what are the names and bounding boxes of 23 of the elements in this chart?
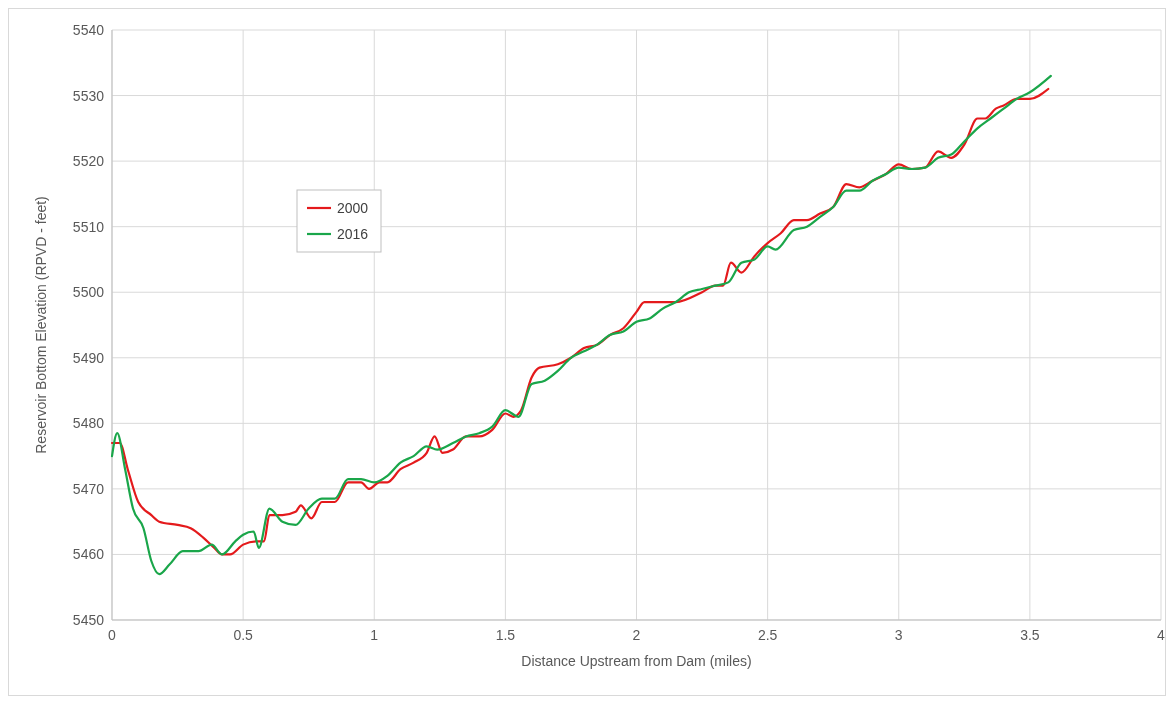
x-tick-label: 2 <box>632 627 641 643</box>
y-tick-label: 5510 <box>72 218 105 235</box>
x-tick-label: 3 <box>894 627 903 643</box>
legend-label: 2016 <box>337 226 369 242</box>
y-tick-label: 5540 <box>72 22 105 38</box>
x-tick-label: 4 <box>1157 627 1166 643</box>
y-tick-label: 5520 <box>72 153 105 170</box>
x-tick-label: 1 <box>370 627 379 643</box>
legend-label: 2000 <box>337 200 369 216</box>
x-tick-label: 0 <box>108 627 117 643</box>
y-axis-title: Reservoir Bottom Elevation (RPVD - feet) <box>33 196 49 454</box>
y-tick-label: 5480 <box>72 415 105 432</box>
y-tick-label: 5460 <box>72 546 105 563</box>
y-tick-label: 5500 <box>72 284 105 301</box>
x-tick-label: 1.5 <box>495 627 516 643</box>
y-tick-label: 5470 <box>72 480 105 497</box>
x-tick-label: 0.5 <box>233 627 254 643</box>
y-tick-label: 5530 <box>72 87 105 104</box>
x-tick-label: 2.5 <box>757 627 778 643</box>
x-tick-label: 3.5 <box>1020 627 1040 643</box>
y-tick-label: 5450 <box>72 612 105 628</box>
x-axis-title: Distance Upstream from Dam (miles) <box>521 653 752 669</box>
y-tick-label: 5490 <box>72 349 105 366</box>
